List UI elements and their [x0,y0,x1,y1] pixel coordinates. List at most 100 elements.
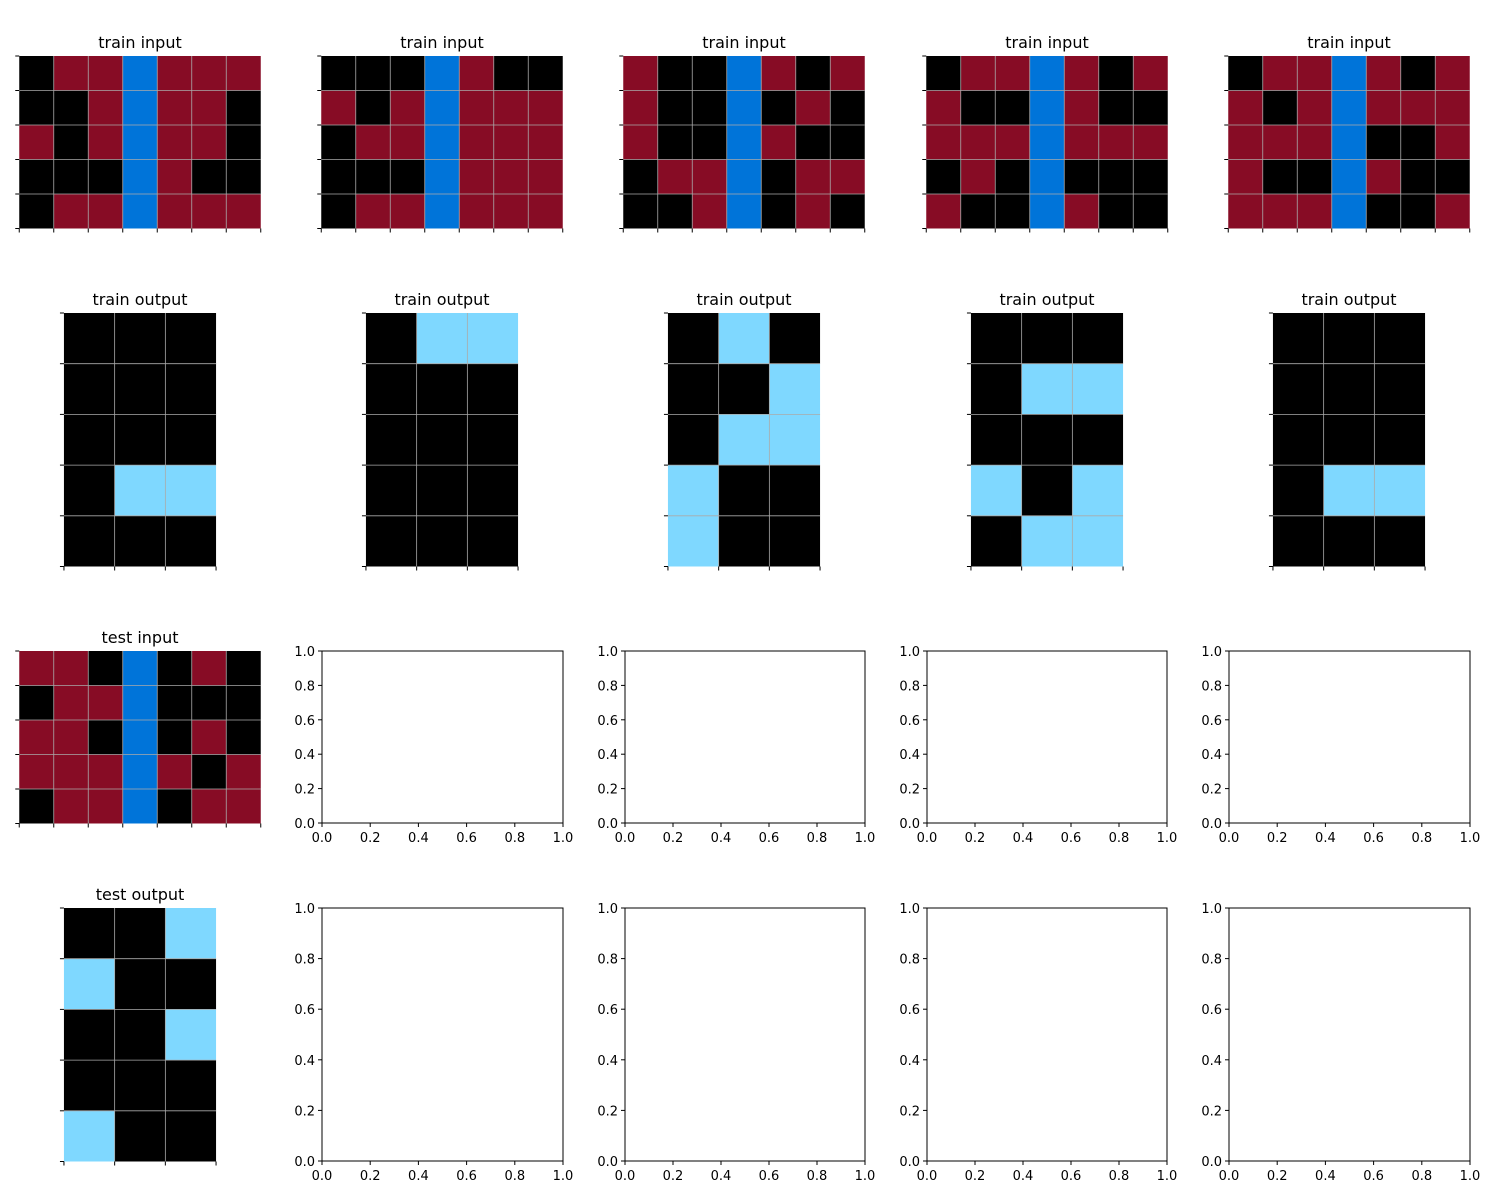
grid-cell [88,125,123,160]
y-tick-label: 1.0 [1201,645,1222,660]
grid-cell [1133,125,1168,160]
grid-cell [122,789,158,824]
x-tick-label: 0.0 [312,1169,333,1184]
empty-axes-3: 0.00.0 0.2 0.2 0.4 0.4 0.6 0.6 0.8 0.8 1.0 1.0 [1201,645,1480,846]
grid-cell [122,754,158,789]
grid-cell [165,414,217,466]
grid-cell [226,789,261,824]
grid-cell [1374,465,1426,516]
grid-cell [424,125,460,160]
grid-cell [795,56,831,91]
x-tick-label: 1.0 [1157,1169,1178,1184]
grid-cell [657,159,693,194]
y-tick-label: 1.0 [899,902,920,917]
grid-cell [19,159,54,194]
y-tick-label: 0.6 [597,714,618,729]
grid-cell [53,685,89,720]
empty-axes-2: 0.00.0 0.2 0.2 0.4 0.4 0.6 0.6 0.8 0.8 1.0 1.0 [899,645,1177,846]
x-tick-label: 0.4 [1013,831,1034,846]
grid-cell [1374,313,1426,364]
grid-cell [88,194,123,229]
grid-cell [657,194,693,229]
grid-cell [157,651,192,686]
grid-cell [88,159,123,194]
panel-1: train input [317,33,564,233]
grid-cell [122,685,158,720]
x-tick-label: 0.6 [456,1169,477,1184]
x-tick-label: 0.6 [759,831,780,846]
grid-cell [63,908,115,959]
x-tick-label: 0.6 [456,831,477,846]
grid-cell [114,465,166,516]
x-tick-label: 0.2 [663,831,684,846]
grid-cell [63,1060,115,1111]
grid-cell [726,56,762,91]
y-tick-label: 0.8 [1201,953,1222,968]
grid-cell [53,56,89,91]
grid-cell [1297,90,1332,125]
grid-cell [424,90,460,125]
grid-cell [761,159,796,194]
y-tick-label: 0.6 [294,714,315,729]
grid-cell [1374,414,1426,466]
grid-cell [191,90,227,125]
grid-cell [1272,313,1324,364]
x-tick-label: 0.0 [312,831,333,846]
y-tick-label: 0.0 [597,1155,618,1170]
y-tick-label: 0.8 [899,953,920,968]
grid-cell [1366,56,1401,91]
panel-title: train input [98,33,181,52]
panel-3: train input [922,33,1169,233]
grid-cell [355,56,391,91]
grid-cell [657,56,693,91]
grid-cell [1366,90,1401,125]
x-tick-label: 0.6 [1363,831,1384,846]
grid-cell [623,194,658,229]
grid-cell [1262,56,1298,91]
panel-title: train output [92,290,187,309]
grid-cell [1064,125,1099,160]
x-tick-label: 0.4 [1315,831,1336,846]
grid-cell [960,125,996,160]
y-tick-label: 0.4 [597,748,618,763]
x-tick-label: 0.6 [1061,831,1082,846]
grid-cell [1029,90,1065,125]
grid-cell [1366,125,1401,160]
panel-11: test output [59,885,217,1166]
grid-cell [114,313,166,364]
grid-cell [761,56,796,91]
grid-cell [53,125,89,160]
grid-cell [459,90,494,125]
grid-cell [191,754,227,789]
y-tick-label: 1.0 [1201,902,1222,917]
grid-cell [390,125,425,160]
grid-cell [1029,194,1065,229]
grid-cell [692,56,727,91]
grid-cell [657,125,693,160]
y-tick-label: 0.2 [1201,783,1222,798]
axes-frame [321,650,564,824]
panel-0: train input [15,33,262,233]
x-tick-label: 0.2 [965,831,986,846]
grid-cell [667,414,719,466]
grid-cell [667,515,719,567]
y-tick-label: 1.0 [294,902,315,917]
grid-cell [1021,313,1073,364]
grid-cell [355,90,391,125]
grid-cell [63,1009,115,1061]
grid-cell [1072,465,1124,516]
grid-cell [1331,90,1367,125]
y-tick-label: 0.4 [1201,748,1222,763]
grid-cell [692,90,727,125]
x-tick-label: 1.0 [855,831,876,846]
grid-cell [1133,159,1168,194]
grid-cell [1374,515,1426,567]
axes-frame [1228,650,1471,824]
x-tick-label: 1.0 [553,831,574,846]
grid-cell [226,685,261,720]
grid-cell [1228,56,1263,91]
grid-cell [1133,90,1168,125]
x-tick-label: 0.0 [615,1169,636,1184]
grid-cell [528,90,563,125]
